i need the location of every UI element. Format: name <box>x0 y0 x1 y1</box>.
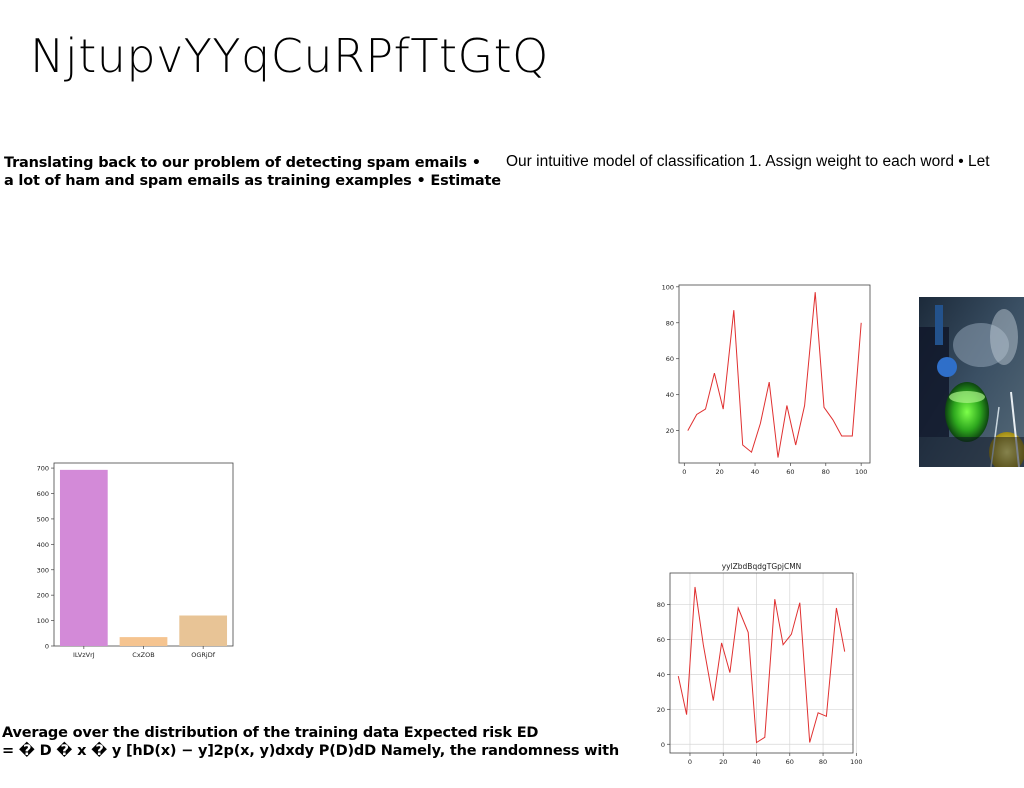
plot-frame <box>669 572 854 754</box>
paragraph-classification-model: Our intuitive model of classification 1.… <box>506 153 990 170</box>
bar-chart: 0 100 200 300 400 500 600 700 ILVzVrJ CxZOB OGRjDf <box>37 462 234 659</box>
bar <box>59 469 108 646</box>
x-tick-label: 0 <box>688 758 692 766</box>
chart-title: yylZbdBqdgTGpjCMN <box>722 562 802 571</box>
series-line <box>687 292 862 458</box>
y-tick-label: 0 <box>45 643 49 651</box>
y-tick-label: 400 <box>37 541 49 549</box>
y-tick-label: 600 <box>37 490 49 498</box>
bar <box>119 637 168 646</box>
y-tick-label: 700 <box>37 465 49 473</box>
x-tick-label: ILVzVrJ <box>73 651 95 659</box>
slide-title: NjtupvYYqCuRPfTtGtQ <box>30 29 549 83</box>
x-tick-label: 100 <box>855 468 867 476</box>
y-tick-label: 200 <box>37 592 49 600</box>
x-tick-label: CxZOB <box>132 651 154 659</box>
series-line <box>677 586 846 744</box>
y-tick-label: 60 <box>666 355 674 363</box>
x-tick-label: 20 <box>719 758 727 766</box>
y-tick-label: 300 <box>37 566 49 574</box>
x-tick-label: 80 <box>819 758 827 766</box>
x-tick-label: 0 <box>682 468 686 476</box>
y-tick-label: 60 <box>657 636 665 644</box>
x-tick-label: 20 <box>716 468 724 476</box>
y-tick-label: 80 <box>666 319 674 327</box>
paragraph-spam-line-1: Translating back to our problem of detec… <box>4 155 481 171</box>
paragraph-expected-risk-line-2: = � D � x � y [hD(x) − y]2p(x, y)dxdy P(… <box>2 743 619 759</box>
plot-frame <box>678 284 871 464</box>
x-tick-label: 80 <box>822 468 830 476</box>
y-tick-label: 40 <box>657 671 665 679</box>
y-tick-label: 40 <box>666 391 674 399</box>
line-chart-bottom: 0 20 40 60 80 100 0 20 40 60 80 yylZbdBqdgTGpjCMN <box>657 562 863 766</box>
y-tick-label: 0 <box>661 741 665 749</box>
y-tick-label: 80 <box>657 601 665 609</box>
y-tick-label: 20 <box>657 706 665 714</box>
x-tick-label: 60 <box>786 468 794 476</box>
bar <box>179 615 228 646</box>
line-chart-top: 0 20 40 60 80 100 20 40 60 80 100 <box>662 283 871 476</box>
x-tick-label: 40 <box>751 468 759 476</box>
x-tick-label: 60 <box>786 758 794 766</box>
y-tick-label: 100 <box>662 283 674 291</box>
x-tick-label: 100 <box>850 758 862 766</box>
y-tick-label: 500 <box>37 515 49 523</box>
y-tick-label: 20 <box>666 427 674 435</box>
x-tick-label: OGRjDf <box>191 651 215 659</box>
y-tick-label: 100 <box>37 617 49 625</box>
paragraph-expected-risk-line-1: Average over the distribution of the tra… <box>2 725 539 741</box>
x-tick-label: 40 <box>752 758 760 766</box>
lab-glassware-photo <box>919 297 1024 467</box>
paragraph-spam-line-2: a lot of ham and spam emails as training… <box>4 173 501 189</box>
